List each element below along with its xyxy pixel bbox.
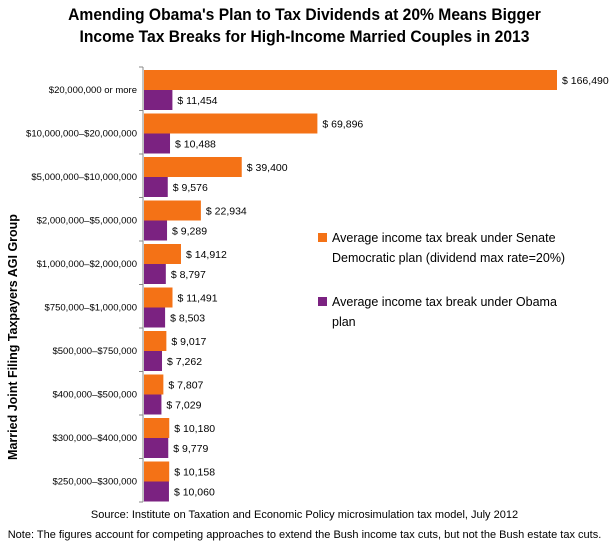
data-label-senate: $ 7,807 bbox=[168, 380, 203, 392]
data-label-senate: $ 166,490 bbox=[562, 75, 609, 87]
bar-senate bbox=[144, 244, 181, 264]
bar-obama bbox=[144, 177, 168, 197]
data-label-obama: $ 9,289 bbox=[172, 226, 207, 238]
data-label-senate: $ 9,017 bbox=[171, 336, 206, 348]
category-label: $300,000–$400,000 bbox=[52, 433, 137, 444]
data-label-obama: $ 8,503 bbox=[170, 313, 205, 325]
data-label-obama: $ 9,576 bbox=[173, 182, 208, 194]
bar-senate bbox=[144, 70, 557, 90]
data-label-obama: $ 11,454 bbox=[177, 95, 217, 107]
footnote: Note: The figures account for competing … bbox=[7, 529, 602, 541]
category-label: $2,000,000–$5,000,000 bbox=[37, 215, 137, 226]
bar-senate bbox=[144, 287, 173, 308]
category-label: $500,000–$750,000 bbox=[52, 346, 137, 357]
bar-obama bbox=[144, 438, 169, 458]
category-label: $400,000–$500,000 bbox=[52, 389, 137, 400]
bar-obama bbox=[144, 307, 166, 328]
bar-senate bbox=[144, 113, 318, 134]
legend-label-senate: Average income tax break under Senate bbox=[332, 231, 556, 245]
bar-senate bbox=[144, 157, 242, 177]
bar-chart: Married Joint Filing Taxpayers AGI Group… bbox=[6, 66, 609, 503]
data-label-obama: $ 8,797 bbox=[171, 269, 206, 281]
data-label-senate: $ 10,158 bbox=[174, 467, 215, 479]
data-label-obama: $ 9,779 bbox=[173, 443, 208, 455]
data-label-senate: $ 11,491 bbox=[178, 293, 218, 305]
data-label-senate: $ 22,934 bbox=[206, 206, 247, 218]
bar-obama bbox=[144, 220, 168, 241]
bar-obama bbox=[144, 351, 163, 371]
data-label-senate: $ 69,896 bbox=[322, 119, 363, 131]
legend-label-senate: Democratic plan (dividend max rate=20%) bbox=[332, 251, 565, 265]
category-label: $250,000–$300,000 bbox=[52, 476, 137, 487]
bar-obama bbox=[144, 394, 162, 415]
bar-senate bbox=[144, 374, 164, 395]
category-label: $20,000,000 or more bbox=[49, 85, 137, 96]
bar-obama bbox=[144, 133, 171, 154]
chart-title-line-2: Income Tax Breaks for High-Income Marrie… bbox=[79, 27, 530, 46]
legend-label-obama: plan bbox=[332, 315, 356, 329]
bar-obama bbox=[144, 264, 166, 284]
bar-obama bbox=[144, 90, 173, 110]
data-label-obama: $ 10,060 bbox=[174, 487, 215, 499]
bar-senate bbox=[144, 200, 201, 221]
bar-senate bbox=[144, 461, 170, 482]
bar-obama bbox=[144, 481, 169, 502]
chart-title: Amending Obama's Plan to Tax Dividends a… bbox=[24, 4, 584, 48]
bar-senate bbox=[144, 418, 170, 438]
legend-label-obama: Average income tax break under Obama bbox=[332, 295, 557, 309]
data-label-obama: $ 10,488 bbox=[175, 139, 216, 151]
legend-swatch-obama bbox=[318, 297, 327, 306]
y-axis-label: Married Joint Filing Taxpayers AGI Group bbox=[6, 214, 20, 460]
category-label: $1,000,000–$2,000,000 bbox=[37, 259, 137, 270]
data-label-senate: $ 14,912 bbox=[186, 249, 227, 261]
category-label: $10,000,000–$20,000,000 bbox=[26, 128, 137, 139]
category-label: $750,000–$1,000,000 bbox=[45, 302, 137, 313]
data-label-senate: $ 39,400 bbox=[247, 162, 288, 174]
bar-senate bbox=[144, 331, 167, 351]
data-label-obama: $ 7,029 bbox=[166, 400, 201, 412]
legend-swatch-senate bbox=[318, 233, 327, 242]
source-note: Source: Institute on Taxation and Econom… bbox=[90, 509, 519, 521]
category-label: $5,000,000–$10,000,000 bbox=[31, 172, 137, 183]
data-label-senate: $ 10,180 bbox=[174, 423, 215, 435]
data-label-obama: $ 7,262 bbox=[167, 356, 202, 368]
chart-title-line-1: Amending Obama's Plan to Tax Dividends a… bbox=[68, 5, 541, 24]
